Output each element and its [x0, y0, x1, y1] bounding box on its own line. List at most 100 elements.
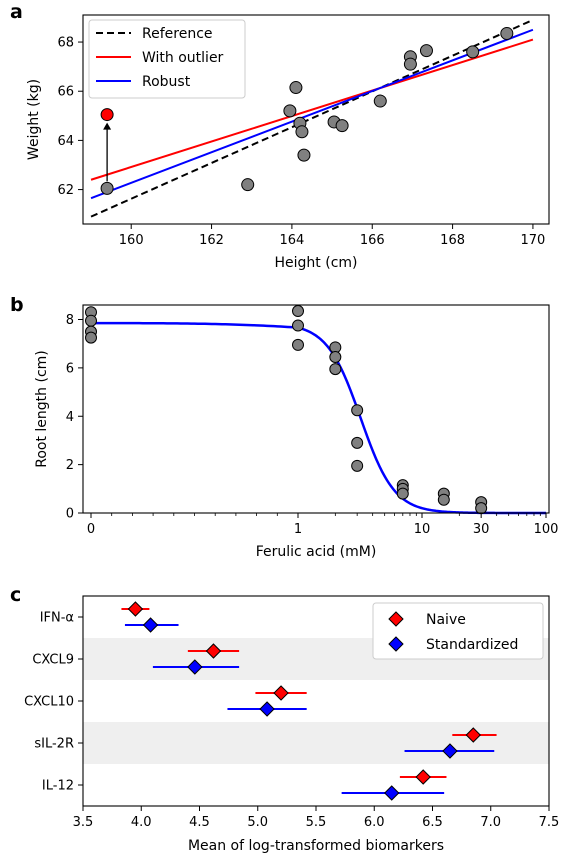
data-point	[500, 26, 514, 40]
data-point	[289, 81, 303, 95]
panel-a: a 160 162 164 166 168 170 62 64 66 68 Height (cm) We…	[10, 1, 550, 271]
mean-marker	[142, 617, 159, 633]
x-tick-label: 0	[87, 522, 95, 537]
x-tick-label: 3.5	[73, 815, 94, 830]
x-tick-label: 6.0	[364, 815, 385, 830]
outlier-point	[100, 108, 114, 122]
legend-label: Robust	[142, 74, 191, 90]
mean-marker	[442, 743, 458, 759]
data-point	[396, 487, 409, 500]
data-point	[85, 331, 97, 344]
y-tick-label: 4	[66, 410, 74, 425]
legend-swatch	[388, 636, 404, 652]
y-tick-label: 0	[66, 507, 74, 522]
legend-box	[372, 602, 544, 660]
legend-box	[88, 19, 246, 99]
x-tick-label: 100	[534, 522, 559, 537]
row-band	[83, 722, 549, 764]
x-axis-label: Ferulic acid (mM)	[256, 544, 377, 560]
legend-swatch	[388, 611, 404, 627]
x-axis-label: Height (cm)	[275, 255, 358, 271]
x-tick-label: 162	[199, 233, 224, 248]
series-line	[90, 19, 534, 218]
data-point	[297, 148, 311, 162]
mean-marker	[415, 769, 431, 785]
data-point	[419, 44, 433, 58]
x-tick-label: 10	[414, 522, 431, 537]
data-point	[351, 436, 364, 449]
data-point	[329, 351, 342, 363]
x-tick-label: 168	[440, 233, 465, 248]
data-point	[437, 493, 450, 506]
x-tick-label: 166	[360, 233, 385, 248]
data-point	[335, 119, 349, 133]
mean-marker	[465, 727, 481, 743]
x-tick-label: 7.0	[480, 815, 501, 830]
outlier-arrow-head	[103, 122, 112, 130]
panel-c: c 3.5 4.0 4.5 5.0 5.5 6.0 6.5 7.0 7.5 IFN-α CXCL9 CX…	[10, 584, 559, 854]
y-tick-label: 8	[66, 313, 74, 328]
data-point	[283, 104, 297, 118]
x-tick-label: 4.0	[131, 815, 152, 830]
y-tick-label: 68	[57, 36, 74, 51]
x-tick-label: 5.0	[247, 815, 268, 830]
data-point	[351, 459, 364, 472]
y-tick-label: 62	[57, 183, 74, 198]
mean-marker	[259, 701, 275, 717]
y-tick-label: IL-12	[42, 779, 74, 794]
x-tick-label: 164	[279, 233, 304, 248]
data-point	[466, 45, 480, 59]
mean-marker	[384, 785, 400, 801]
x-tick-label: 1	[294, 522, 302, 537]
y-axis-label: Root length (cm)	[34, 350, 50, 468]
y-tick-label: 2	[66, 458, 74, 473]
mean-marker	[187, 659, 203, 675]
y-tick-label: 6	[66, 361, 74, 376]
x-tick-label: 7.5	[539, 815, 560, 830]
x-tick-label: 170	[521, 233, 546, 248]
panel-label: a	[10, 1, 23, 23]
mean-marker	[205, 643, 222, 659]
y-tick-label: 64	[57, 134, 74, 149]
series-line	[90, 28, 534, 200]
y-tick-label: 66	[57, 85, 74, 100]
legend-label: Reference	[142, 26, 213, 42]
axes-frame	[82, 14, 550, 225]
y-tick-label: IFN-α	[40, 611, 74, 626]
panel-label: b	[10, 294, 24, 316]
data-point	[100, 181, 114, 195]
y-axis-label: Weight (kg)	[26, 79, 42, 160]
y-tick-label: CXCL9	[32, 653, 74, 668]
mean-marker	[273, 685, 289, 701]
y-tick-label: CXCL10	[24, 695, 74, 710]
data-point	[292, 305, 304, 318]
x-tick-label: 160	[119, 233, 144, 248]
x-tick-label: 6.5	[422, 815, 443, 830]
mean-marker	[127, 601, 144, 617]
x-tick-label: 4.5	[189, 815, 210, 830]
legend: Naive Standardized	[372, 602, 544, 660]
data-point	[292, 319, 304, 332]
series-line	[90, 38, 534, 181]
legend-label: Standardized	[426, 637, 518, 653]
data-point	[403, 57, 417, 71]
x-tick-label: 30	[473, 522, 490, 537]
legend-label: With outlier	[142, 50, 224, 66]
x-axis-label: Mean of log-transformed biomarkers	[188, 838, 444, 854]
data-point	[85, 314, 97, 327]
axes-frame	[82, 304, 550, 514]
y-tick-label: sIL-2R	[34, 737, 74, 752]
data-point	[292, 338, 304, 351]
legend-label: Naive	[426, 612, 466, 628]
data-point	[373, 94, 387, 108]
data-point	[295, 125, 309, 139]
data-point	[241, 178, 255, 192]
panel-label: c	[10, 584, 21, 606]
data-point	[351, 404, 364, 417]
data-point	[329, 363, 342, 376]
data-point	[475, 502, 488, 515]
x-tick-label: 5.5	[306, 815, 327, 830]
legend: Reference With outlier Robust	[88, 19, 246, 99]
panel-b: b 0 1 10 30 100 0 2 4 6 8 Ferulic acid (mM) Root len…	[10, 294, 558, 560]
